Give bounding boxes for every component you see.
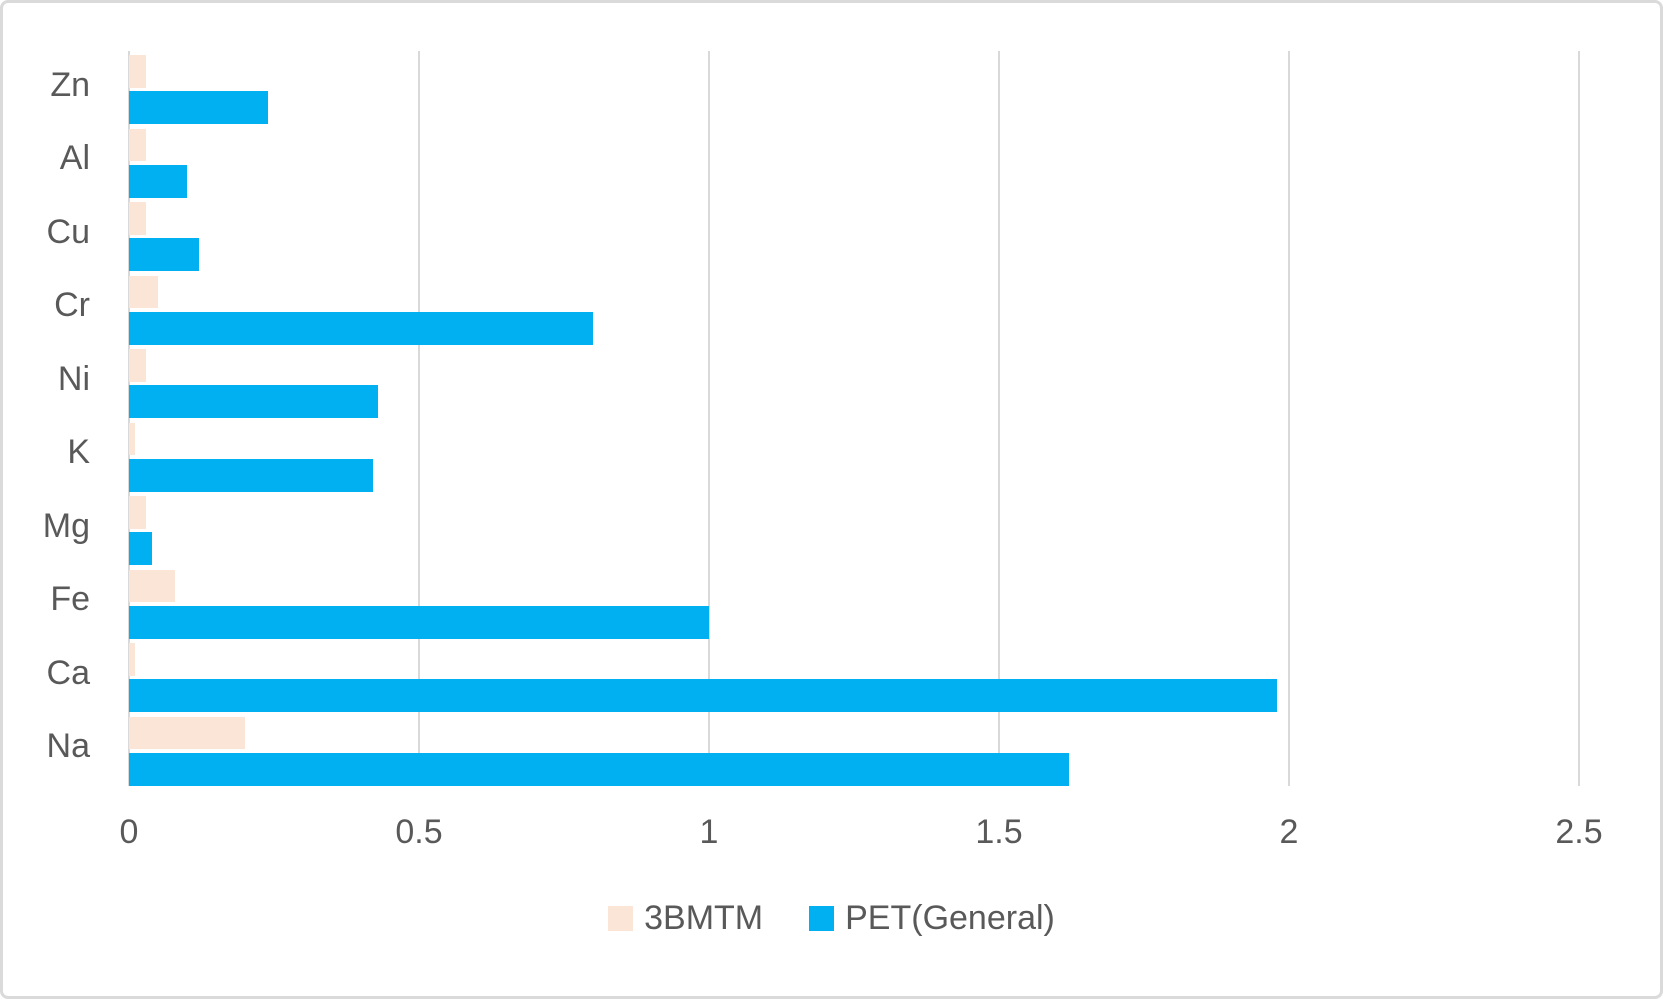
category-row-fe	[129, 566, 1579, 640]
bar-pet-general-ca	[129, 679, 1278, 712]
x-tick-label: 2.5	[1555, 813, 1603, 851]
y-category-label-cu: Cu	[46, 212, 90, 251]
category-row-na	[129, 713, 1579, 787]
y-category-label-ca: Ca	[46, 653, 90, 692]
bar-pet-general-mg	[129, 532, 153, 565]
legend-swatch-3bmtm-icon	[608, 905, 634, 931]
bar-pet-general-na	[129, 752, 1069, 786]
x-tick-label: 2	[1279, 813, 1299, 851]
bar-3bmtm-cr	[129, 275, 158, 308]
bar-3bmtm-al	[129, 128, 147, 161]
bar-pet-general-k	[129, 458, 373, 492]
category-row-cr	[129, 272, 1579, 346]
legend-swatch-pet-general-icon	[809, 905, 835, 931]
category-row-zn	[129, 51, 1579, 125]
category-row-ni	[129, 345, 1579, 419]
y-category-label-k: K	[67, 433, 90, 472]
gridline-x-0.5	[418, 51, 420, 786]
gridline-x-1	[708, 51, 710, 786]
bar-3bmtm-ni	[129, 349, 147, 382]
gridline-x-0	[128, 51, 130, 786]
plot-area	[128, 51, 1580, 787]
category-row-mg	[129, 492, 1579, 566]
y-category-label-mg: Mg	[42, 506, 90, 545]
bar-3bmtm-zn	[129, 55, 147, 88]
legend-label-3bmtm: 3BMTM	[644, 899, 764, 937]
category-row-al	[129, 125, 1579, 199]
y-category-label-na: Na	[46, 727, 90, 766]
bar-pet-general-fe	[129, 605, 709, 639]
bar-3bmtm-fe	[129, 569, 176, 602]
legend-label-pet-general: PET(General)	[845, 899, 1055, 937]
gridline-x-1.5	[998, 51, 1000, 786]
bar-pet-general-cu	[129, 238, 199, 271]
legend-item-3bmtm: 3BMTM	[608, 901, 763, 935]
bar-pet-general-ni	[129, 385, 379, 418]
bar-3bmtm-k	[129, 422, 135, 455]
legend-item-pet-general: PET(General)	[809, 901, 1055, 935]
category-row-k	[129, 419, 1579, 493]
bar-3bmtm-na	[129, 716, 245, 749]
y-category-label-cr: Cr	[54, 286, 90, 325]
x-tick-label: 1	[699, 813, 719, 851]
bar-pet-general-cr	[129, 311, 593, 345]
legend: 3BMTM PET(General)	[3, 901, 1660, 935]
x-tick-label: 0	[119, 813, 139, 851]
x-tick-label: 1.5	[975, 813, 1023, 851]
gridline-x-2	[1288, 51, 1290, 786]
y-category-label-ni: Ni	[57, 359, 90, 398]
category-row-ca	[129, 639, 1579, 713]
y-category-label-al: Al	[59, 139, 90, 178]
category-row-cu	[129, 198, 1579, 272]
gridline-x-2.5	[1578, 51, 1580, 786]
bar-pet-general-al	[129, 164, 187, 198]
bar-3bmtm-cu	[129, 202, 147, 235]
y-category-label-zn: Zn	[50, 65, 90, 104]
bar-3bmtm-mg	[129, 496, 147, 529]
bar-pet-general-zn	[129, 91, 269, 124]
y-category-label-fe: Fe	[50, 580, 90, 619]
x-tick-label: 0.5	[395, 813, 443, 851]
bar-3bmtm-ca	[129, 643, 135, 676]
